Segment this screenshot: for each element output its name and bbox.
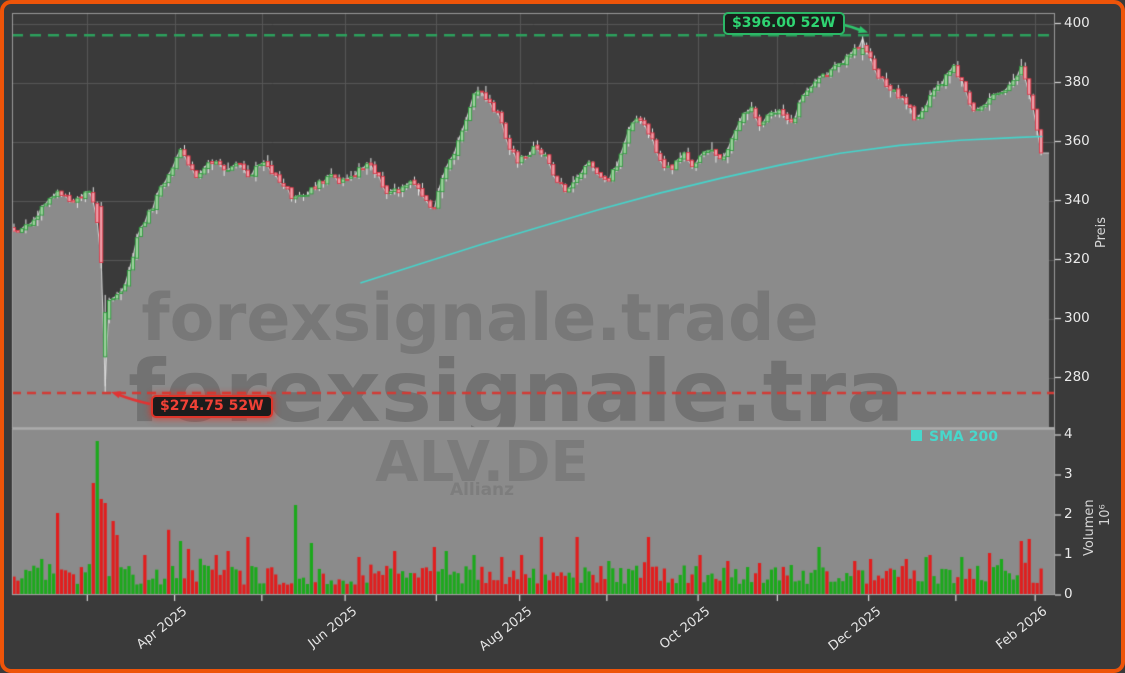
- price-tick-label: 340: [1064, 191, 1090, 208]
- volume-axis-title: Volumen: [1082, 499, 1097, 556]
- volume-tick-label: 2: [1064, 506, 1073, 522]
- sma-legend-swatch-icon: [911, 430, 922, 441]
- price-tick-label: 400: [1064, 14, 1090, 31]
- annotation-52w-high: $396.00 52W: [723, 12, 845, 35]
- annotation-52w-low: $274.75 52W: [151, 395, 273, 418]
- volume-tick-label: 4: [1064, 426, 1073, 442]
- price-tick-label: 320: [1064, 250, 1090, 267]
- price-axis-title: Preis: [1094, 216, 1109, 248]
- volume-axis-scale: 10⁶: [1098, 504, 1113, 526]
- price-tick-label: 360: [1064, 132, 1090, 149]
- volume-tick-label: 0: [1064, 586, 1073, 602]
- annotation-52w-low-label: $274.75 52W: [160, 398, 264, 414]
- volume-tick-label: 3: [1064, 466, 1073, 482]
- volume-tick-label: 1: [1064, 546, 1073, 562]
- sma-legend-label: SMA 200: [929, 429, 998, 445]
- price-tick-label: 280: [1064, 368, 1090, 385]
- price-tick-label: 380: [1064, 73, 1090, 90]
- price-tick-label: 300: [1064, 309, 1090, 326]
- sma-legend: SMA 200: [911, 429, 998, 445]
- annotation-52w-high-label: $396.00 52W: [732, 15, 836, 31]
